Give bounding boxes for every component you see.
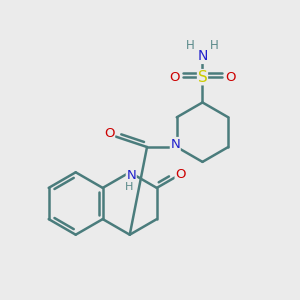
Text: O: O [175, 168, 186, 181]
Text: O: O [104, 127, 115, 140]
Text: O: O [169, 71, 180, 84]
Text: N: N [170, 138, 180, 151]
Text: H: H [186, 39, 195, 52]
Text: N: N [126, 169, 136, 182]
Text: O: O [225, 71, 236, 84]
Text: N: N [197, 50, 208, 63]
Text: H: H [125, 182, 133, 192]
Text: H: H [210, 39, 219, 52]
Text: S: S [198, 70, 207, 85]
